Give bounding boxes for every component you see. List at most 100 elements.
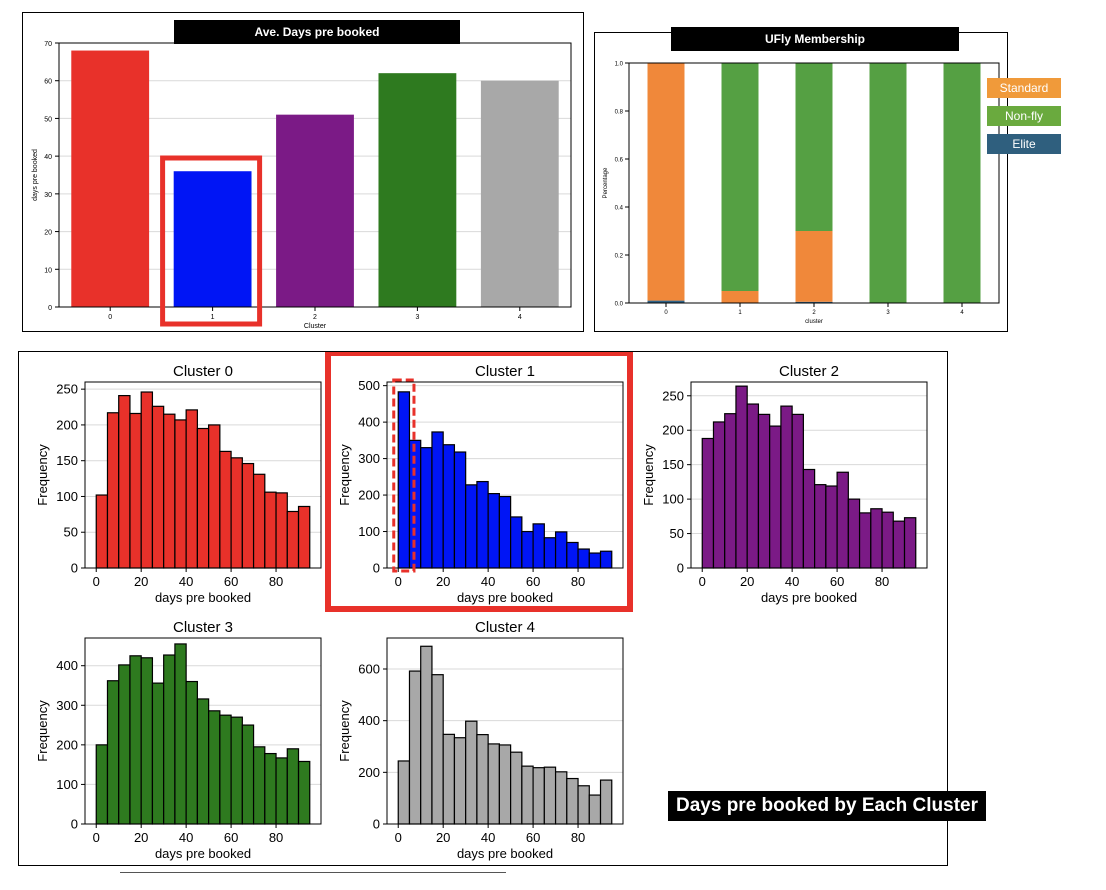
cluster-2-bin — [836, 471, 849, 569]
y-tick-label: 250 — [662, 388, 684, 403]
y-axis-label: Frequency — [337, 700, 352, 762]
cluster-1-bin — [431, 431, 444, 569]
y-tick-label: 250 — [56, 382, 78, 397]
cluster-1-bin — [498, 495, 512, 569]
bar-cluster-0 — [71, 50, 150, 308]
y-tick-label: 60 — [44, 79, 52, 86]
cluster-2-bin — [780, 405, 793, 569]
cluster-3-bin — [230, 716, 243, 825]
x-tick-label: 40 — [481, 574, 495, 589]
x-tick-label: 1 — [211, 314, 215, 321]
y-tick-label: 400 — [56, 658, 78, 673]
cluster-0-bin — [163, 413, 176, 569]
y-tick-label: 200 — [662, 423, 684, 438]
cluster-2-bin — [814, 484, 827, 569]
cluster-4-bin — [532, 767, 545, 825]
cluster-4-bin — [510, 751, 523, 825]
x-axis-label: days pre booked — [761, 590, 857, 605]
cluster-4-bin — [566, 777, 579, 825]
cluster-0-bin — [208, 424, 221, 569]
x-tick-label: 0 — [699, 574, 706, 589]
cluster-2-bin — [825, 485, 838, 569]
y-tick-label: 0 — [373, 561, 380, 576]
cluster-0-bin — [241, 462, 255, 569]
cluster-2-bin — [791, 413, 804, 569]
cluster-3-bin — [297, 760, 311, 825]
x-tick-label: 3 — [886, 310, 890, 316]
x-tick-label: 60 — [224, 574, 238, 589]
cluster-0-bin — [118, 394, 131, 569]
cluster-1-title: Cluster 1 — [475, 363, 535, 380]
y-tick-label: 300 — [56, 698, 78, 713]
histograms-panel: 0 50 100 150 200 250 0 20 40 60 80 Cluster 0 days pr… — [18, 350, 948, 866]
cluster-3-bin — [264, 752, 277, 825]
y-tick-label: 0.8 — [615, 110, 624, 116]
cluster-1-bin — [554, 531, 568, 569]
cluster-1-bin — [487, 493, 500, 569]
cluster-3-bin — [140, 657, 154, 825]
y-tick-label: 100 — [358, 524, 380, 539]
y-tick-label: 30 — [44, 192, 52, 199]
segment-standard-0 — [647, 63, 685, 301]
y-tick-label: 500 — [358, 378, 380, 393]
cluster-1-bin — [599, 550, 613, 569]
cluster-1-highlight-box — [325, 350, 633, 612]
cluster-1-first-bin-highlight — [392, 378, 416, 573]
cluster-0-bin — [286, 510, 300, 569]
x-axis-label: cluster — [805, 319, 823, 325]
bar-cluster-2 — [276, 114, 354, 308]
cluster-4-bin — [498, 744, 512, 825]
cluster-0-bin — [264, 491, 277, 569]
cluster-2-bin — [746, 403, 760, 569]
x-tick-label: 80 — [571, 830, 585, 845]
segment-non-fly-3 — [869, 63, 907, 303]
x-tick-label: 0 — [93, 830, 100, 845]
x-tick-label: 60 — [526, 574, 540, 589]
cluster-0-bin — [174, 419, 187, 569]
cluster-0-bin — [230, 457, 243, 569]
y-tick-label: 0.4 — [615, 206, 624, 212]
cluster-3-title: Cluster 3 — [173, 619, 233, 636]
plot-frame — [386, 381, 624, 569]
cluster-1-bin — [442, 444, 456, 569]
x-tick-label: 40 — [481, 830, 495, 845]
cluster-1-bin — [397, 391, 411, 569]
bar-cluster-4 — [480, 80, 559, 307]
y-tick-label: 0.6 — [615, 158, 624, 164]
histograms-caption: Days pre booked by Each Cluster — [668, 791, 986, 821]
cluster-4-bin — [397, 760, 411, 825]
x-tick-label: 80 — [269, 830, 283, 845]
cluster-3-bin — [174, 643, 187, 825]
cluster-2-bin — [892, 520, 906, 569]
cluster-3-bin — [163, 654, 176, 825]
x-tick-label: 0 — [395, 830, 402, 845]
segment-standard-2 — [795, 231, 833, 302]
cluster-3-bin — [151, 682, 165, 825]
y-tick-label: 150 — [56, 453, 78, 468]
bottom-divider-line — [120, 872, 506, 873]
cluster-1-bin — [510, 516, 523, 569]
highlight-box — [160, 155, 263, 327]
x-axis-label: days pre booked — [155, 590, 251, 605]
segment-elite-2 — [795, 301, 833, 303]
cluster-0-bin — [129, 412, 142, 569]
cluster-3-bin — [286, 748, 300, 825]
cluster-3-bin — [208, 710, 221, 825]
x-axis-label: Cluster — [304, 323, 327, 330]
segment-non-fly-4 — [943, 63, 981, 303]
cluster-2-bin — [701, 437, 715, 569]
y-tick-label: 600 — [358, 662, 380, 677]
x-tick-label: 4 — [518, 314, 522, 321]
x-tick-label: 40 — [179, 830, 193, 845]
x-tick-label: 0 — [395, 574, 402, 589]
cluster-4-bin — [588, 794, 602, 825]
cluster-2-bin — [712, 421, 726, 569]
cluster-2-bin — [769, 425, 782, 569]
cluster-1-bin — [588, 552, 602, 569]
avg-days-chart: 0 10 20 30 40 50 60 70 0 1 2 3 4 Cluster days pre book… — [32, 41, 572, 330]
x-axis-label: days pre booked — [457, 846, 553, 861]
cluster-2-bin — [847, 498, 861, 569]
membership-title: UFly Membership — [671, 27, 959, 51]
cluster-3-bin — [219, 714, 232, 825]
cluster-3-bin — [185, 680, 198, 825]
